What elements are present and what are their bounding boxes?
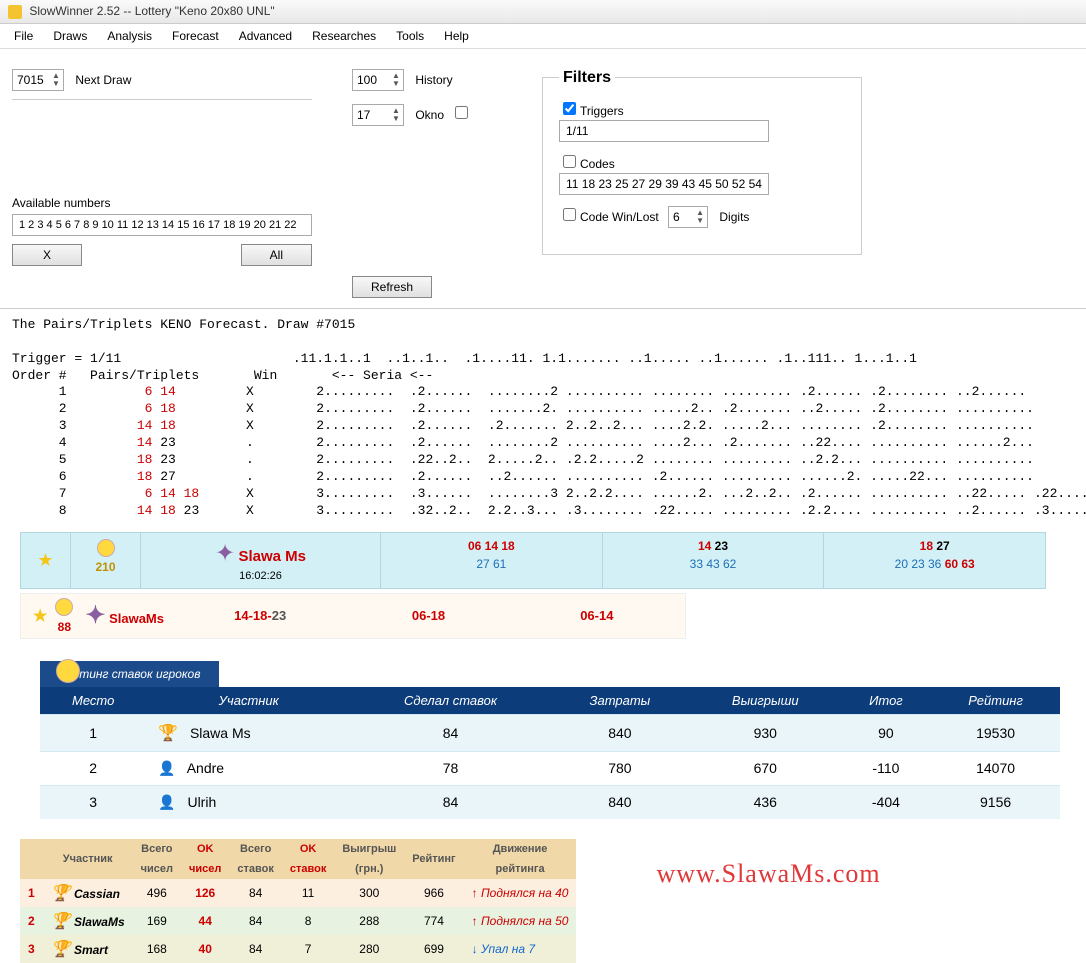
star-badge-icon: ✦ [85,601,105,630]
trophy-icon: 🏆 [51,885,71,902]
table-row: 1🏆 Slawa Ms848409309019530 [40,714,1060,751]
codes-check-label[interactable]: Codes [559,157,615,171]
summary-score: 210 [95,560,115,574]
person-icon: 👤 [158,794,175,810]
summary-name: Slawa Ms [238,548,306,565]
watermark: www.SlawaMs.com [656,859,880,889]
summary-cell-1: 14 23 33 43 62 [603,533,825,588]
codewinlost-checkbox[interactable] [563,208,576,221]
all-button[interactable]: All [241,244,312,266]
digits-label: Digits [719,210,749,224]
secondary-table: Участник ВсегоOK ВсегоOK ВыигрышРейтинг … [20,839,576,963]
okno-checkbox[interactable] [455,106,468,119]
menu-draws[interactable]: Draws [43,26,97,46]
triggers-check-label[interactable]: Triggers [559,104,624,118]
window-titlebar: SlowWinner 2.52 -- Lottery "Keno 20x80 U… [0,0,1086,24]
available-numbers-label: Available numbers [12,196,312,210]
smiley-icon [56,659,80,683]
table-row: 3 🏆 Smart 16840847 280699 ↓ Упал на 7 [20,935,576,963]
filters-legend: Filters [559,69,615,87]
digits-input[interactable] [669,208,693,226]
spin-icon[interactable]: ▲▼ [389,72,403,88]
person-icon: 👤 [158,760,175,776]
refresh-button[interactable]: Refresh [352,276,432,298]
controls-panel: ▲▼ Next Draw Available numbers 1 2 3 4 5… [0,49,1086,309]
menu-analysis[interactable]: Analysis [97,26,162,46]
menubar: FileDrawsAnalysisForecastAdvancedResearc… [0,24,1086,49]
app-icon [8,5,22,19]
star-badge-icon: ✦ [215,539,235,568]
codes-field[interactable] [559,173,769,195]
summary-cell-2: 18 27 20 23 36 60 63 [824,533,1045,588]
table-row: 3👤 Ulrih84840436-4049156 [40,785,1060,819]
menu-forecast[interactable]: Forecast [162,26,229,46]
next-draw-label: Next Draw [75,73,131,87]
spin-icon[interactable]: ▲▼ [389,107,403,123]
okno-label: Okno [415,108,444,122]
okno-input[interactable] [353,106,389,124]
next-draw-spinner[interactable]: ▲▼ [12,69,64,91]
history-input[interactable] [353,71,389,89]
filters-group: Filters Triggers Codes Code Win/Lost ▲▼ … [542,69,862,255]
star-icon: ★ [25,606,55,626]
history-spinner[interactable]: ▲▼ [352,69,404,91]
slawa-name: SlawaMs [109,611,164,626]
menu-researches[interactable]: Researches [302,26,386,46]
smiley-icon [97,539,115,557]
menu-file[interactable]: File [4,26,43,46]
table-row: 2 🏆 SlawaMs 16944848 288774 ↑ Поднялся н… [20,907,576,935]
summary-time: 16:02:26 [239,570,282,582]
codes-checkbox[interactable] [563,155,576,168]
menu-advanced[interactable]: Advanced [229,26,302,46]
slawa-num: 88 [58,620,71,634]
clear-button[interactable]: X [12,244,82,266]
spin-icon[interactable]: ▲▼ [693,209,707,225]
smiley-icon [55,598,73,616]
table-row: 2👤 Andre78780670-11014070 [40,751,1060,785]
history-label: History [415,73,452,87]
triggers-checkbox[interactable] [563,102,576,115]
trophy-icon: 🏆 [51,941,71,958]
triggers-field[interactable] [559,120,769,142]
menu-tools[interactable]: Tools [386,26,434,46]
okno-spinner[interactable]: ▲▼ [352,104,404,126]
window-title: SlowWinner 2.52 -- Lottery "Keno 20x80 U… [29,4,274,18]
next-draw-input[interactable] [13,71,49,89]
rating-table: МестоУчастникСделал ставокЗатратыВыигрыш… [40,687,1060,819]
digits-spinner[interactable]: ▲▼ [668,206,708,228]
menu-help[interactable]: Help [434,26,479,46]
summary-cell-0: 06 14 18 27 61 [381,533,603,588]
codewinlost-check-label[interactable]: Code Win/Lost [559,210,659,224]
spin-up-icon[interactable]: ▲▼ [49,72,63,88]
table-row: 1 🏆 Cassian 4961268411 300966 ↑ Поднялся… [20,879,576,907]
available-numbers-box[interactable]: 1 2 3 4 5 6 7 8 9 10 11 12 13 14 15 16 1… [12,214,312,236]
trophy-icon: 🏆 [158,725,178,742]
star-icon: ★ [21,533,71,588]
summary-row: ★ 210 ✦ Slawa Ms 16:02:26 06 14 18 27 61… [20,532,1046,589]
trophy-icon: 🏆 [51,913,71,930]
forecast-text: The Pairs/Triplets KENO Forecast. Draw #… [0,309,1086,528]
slawa-row: ★ 88 ✦ SlawaMs 14-18-23 06-18 06-14 [20,593,686,639]
